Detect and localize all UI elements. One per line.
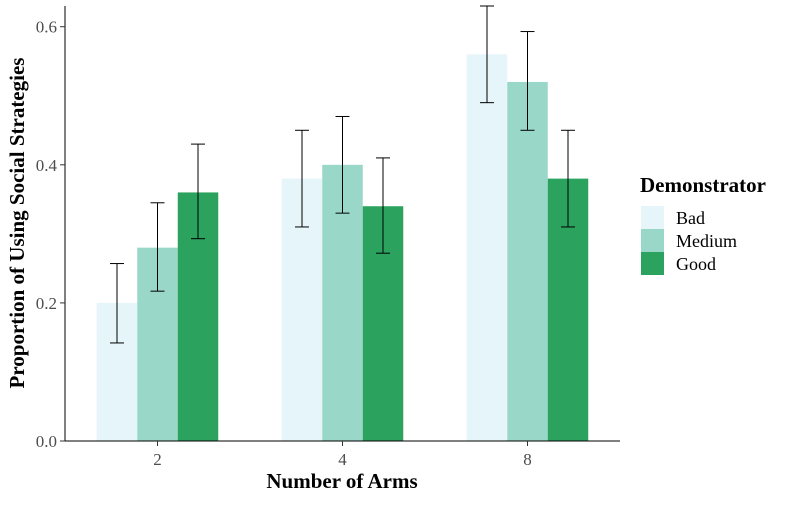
y-tick-label: 0.2 — [36, 294, 57, 313]
bar-bad-8 — [466, 54, 508, 441]
error-bar-good-8 — [561, 129, 575, 228]
error-bar-bad-8 — [480, 5, 494, 104]
legend: Demonstrator Bad Medium Good — [640, 173, 766, 275]
error-bar-medium-8 — [520, 31, 535, 131]
legend-label-bad: Bad — [676, 208, 705, 228]
y-tick-label: 0.6 — [36, 18, 57, 37]
error-bar-medium-4 — [335, 115, 350, 214]
x-tick-label: 4 — [338, 450, 347, 469]
bars-layer — [96, 54, 589, 442]
error-bar-bad-2 — [110, 263, 124, 344]
y-ticks-layer: 0.0 0.2 0.4 0.6 — [36, 18, 65, 451]
error-bar-medium-2 — [150, 202, 165, 292]
bar-medium-8 — [507, 81, 548, 441]
y-axis-title: Proportion of Using Social Strategies — [5, 58, 29, 389]
legend-key-medium — [641, 229, 664, 252]
y-tick-label: 0.0 — [36, 432, 57, 451]
y-tick-label: 0.4 — [36, 156, 58, 175]
legend-label-medium: Medium — [676, 231, 737, 251]
legend-title: Demonstrator — [640, 173, 766, 197]
x-ticks-layer: 2 4 8 — [153, 441, 532, 469]
legend-key-bad — [641, 206, 664, 229]
error-bar-bad-4 — [295, 129, 309, 228]
error-bar-good-4 — [376, 157, 390, 254]
error-bars-layer — [110, 5, 575, 344]
x-axis-title: Number of Arms — [266, 469, 417, 493]
legend-key-good — [641, 252, 664, 275]
x-tick-label: 8 — [523, 450, 532, 469]
x-tick-label: 2 — [153, 450, 162, 469]
legend-label-good: Good — [676, 254, 716, 274]
error-bar-good-2 — [191, 143, 205, 240]
